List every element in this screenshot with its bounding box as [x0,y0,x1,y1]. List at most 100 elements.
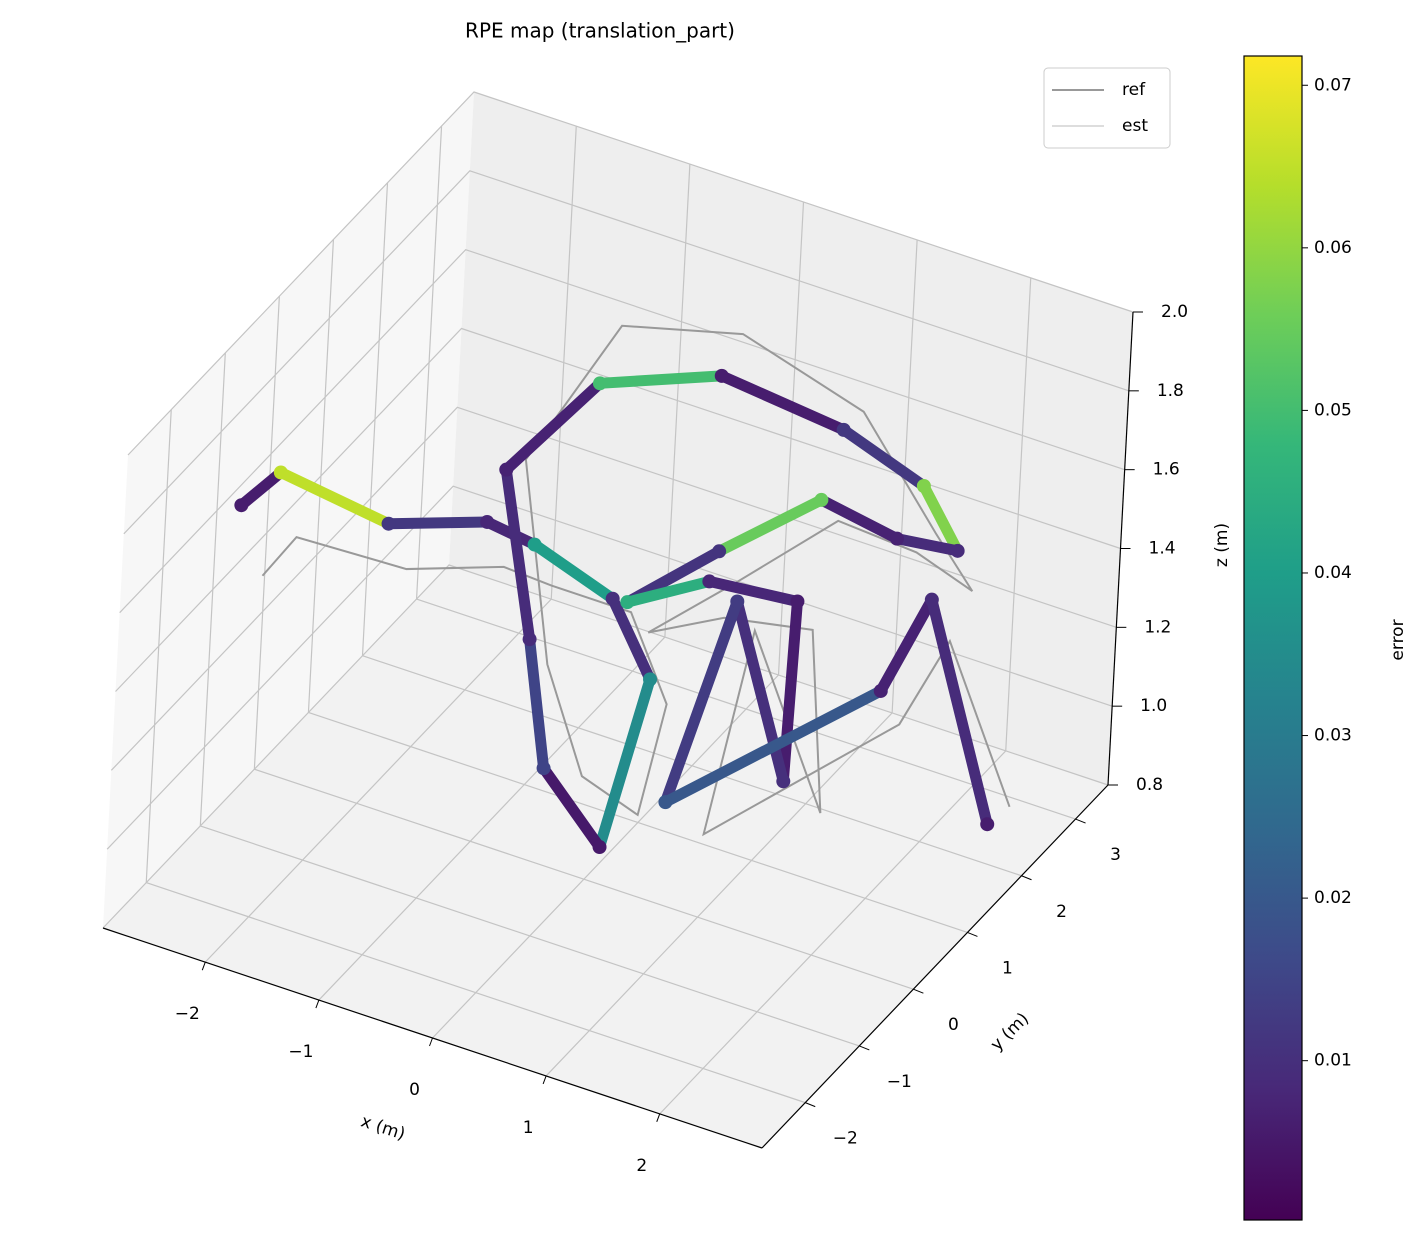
z-tick-label: 0.8 [1136,775,1163,795]
error-segment [529,539,619,605]
colorbar-tick-label: 0.04 [1314,563,1352,583]
error-point [273,465,288,480]
grid-line [119,248,1125,614]
error-point [712,544,727,559]
x-tick-label: −2 [175,1004,200,1024]
error-segment [777,596,803,787]
x-tick [201,961,206,971]
x-tick-label: 0 [409,1080,420,1100]
z-tick-label: 1.8 [1157,381,1184,401]
error-point [620,595,635,610]
z-tick-label: 1.6 [1153,460,1180,480]
error-segment [703,575,803,608]
error-segment [607,593,656,685]
grid-line [110,406,1117,771]
error-segment [524,633,550,774]
z-tick-label: 1.0 [1140,696,1167,716]
error-segment [716,370,850,436]
grid-line [102,564,1109,929]
grid-line [127,91,1134,456]
x-tick [542,1075,547,1085]
error-point [776,774,791,789]
error-point [536,761,551,776]
grid-line [123,170,1130,535]
colorbar-tick-label: 0.03 [1314,726,1352,746]
error-point [605,591,620,606]
error-segment [713,494,827,557]
error-segment [891,533,964,557]
z-axis [1107,311,1134,786]
error-segment [918,480,964,557]
y-tick [1075,818,1086,824]
colorbar-tick-label: 0.01 [1314,1051,1352,1071]
colorbar-tick-label: 0.05 [1314,400,1352,420]
x-tick-label: 2 [636,1156,647,1176]
y-tick [1021,875,1032,881]
colorbar: error 0.01 0.02 0.03 0.04 0.05 0.06 0.07 [1243,55,1408,1221]
colorbar-tick-label: 0.02 [1314,888,1352,908]
x-tick [429,1037,433,1047]
axes: −2 −1 0 1 2 −2 −1 0 1 2 3 0.8 1.0 1.2 1.4 1.6 1.8 2.0 [102,302,1188,1176]
y-axis [761,784,1109,1149]
x-tick-label: −1 [288,1042,313,1062]
colorbar-gradient [1244,56,1302,1220]
x-tick [315,999,320,1009]
error-point [890,531,905,546]
error-segment [275,466,395,530]
y-axis-label: y (m) [987,1009,1033,1055]
grid [102,91,1134,1115]
legend-label: ref [1122,80,1146,100]
y-tick-label: 3 [1110,845,1121,865]
chart-title: RPE map (translation_part) [465,19,735,43]
colorbar-tick-label: 0.06 [1314,238,1352,258]
error-point [980,817,995,832]
error-segment [383,516,493,530]
error-segment [875,594,938,697]
error-segment [500,464,536,645]
error-point [527,537,542,552]
error-point [381,516,396,531]
error-segment [659,685,887,808]
error-segment [926,594,993,830]
y-tick-label: 1 [1002,958,1013,978]
error-segment [594,370,728,389]
x-tick [656,1113,661,1123]
y-tick [805,1102,816,1108]
z-tick-label: 1.4 [1149,539,1176,559]
x-tick-label: 1 [523,1118,534,1138]
error-point [480,514,495,529]
error-point [499,462,514,477]
y-tick [913,988,924,994]
y-tick-label: 0 [948,1015,959,1035]
error-segment [838,424,930,492]
error-point [592,840,607,855]
x-axis [102,927,763,1149]
z-axis-label: z (m) [1212,523,1232,567]
error-point [730,594,745,609]
error-point [916,478,931,493]
error-point [658,795,673,810]
error-segment [659,595,743,808]
legend-box [1043,67,1171,149]
y-tick-label: 2 [1056,902,1067,922]
y-tick [967,932,978,937]
y-tick-label: −1 [887,1072,912,1092]
grid-line [106,485,1113,850]
error-segment [594,673,656,853]
error-point [814,492,829,507]
error-point [522,632,537,647]
y-tick-label: −2 [833,1129,858,1149]
x-axis-label: x (m) [358,1111,407,1144]
error-point [592,376,607,391]
legend-label: est [1122,116,1148,136]
legend: ref est [1043,67,1171,149]
error-segment [815,494,903,545]
error-point [714,368,729,383]
z-tick-label: 1.2 [1144,617,1171,637]
plot-area [234,324,1011,855]
error-point [924,592,939,607]
error-segment [621,575,715,608]
error-segment [235,466,287,511]
error-segment [500,377,606,476]
